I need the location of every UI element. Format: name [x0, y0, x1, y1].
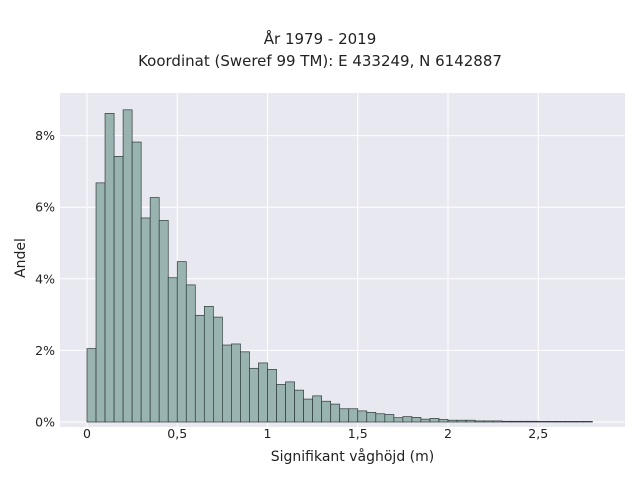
y-tick-label: 0% [35, 415, 55, 430]
histogram-bar [231, 343, 241, 423]
histogram-bar [95, 182, 106, 423]
histogram-bar [321, 400, 332, 423]
histogram-bar [456, 419, 467, 423]
histogram-bar [213, 316, 223, 423]
histogram-bar [339, 408, 350, 423]
histogram-bar [285, 381, 295, 423]
histogram-bar [429, 418, 440, 423]
histogram-bar [122, 109, 133, 423]
y-axis-ticks: 0% 2% 4% 6% 8% [35, 128, 55, 429]
y-tick-label: 8% [35, 128, 55, 143]
y-axis-label: Andel [13, 238, 29, 278]
histogram-bar [420, 418, 431, 423]
histogram-bar [573, 421, 584, 423]
histogram-bar [312, 395, 323, 423]
histogram-bar [330, 403, 341, 423]
histogram-bar [402, 416, 413, 423]
histogram-bar [474, 420, 485, 423]
histogram-bar [104, 113, 115, 423]
x-tick-label: 2 [444, 426, 452, 441]
histogram-bar [555, 421, 566, 423]
y-tick-label: 4% [35, 271, 55, 286]
histogram-bar [131, 141, 142, 423]
histogram-bar [501, 420, 512, 423]
histogram-bar [86, 348, 97, 423]
histogram-bar [546, 421, 557, 423]
x-tick-label: 2,5 [528, 426, 548, 441]
histogram-bar [158, 220, 169, 423]
y-tick-label: 6% [35, 200, 55, 215]
histogram-bar [411, 417, 422, 423]
histogram-bar [303, 398, 313, 423]
histogram-bar [222, 344, 232, 423]
histogram-bar [357, 410, 368, 423]
x-tick-label: 0 [83, 426, 91, 441]
histogram-bar [564, 421, 575, 423]
histogram-bar [294, 389, 304, 423]
histogram-bar [203, 306, 214, 423]
histogram-bar [438, 419, 449, 423]
histogram-bar [375, 413, 386, 423]
y-tick-label: 2% [35, 343, 55, 358]
histogram-bar [113, 156, 124, 423]
histogram-bar [510, 420, 521, 423]
histogram-bar [240, 351, 250, 423]
histogram-bar [483, 420, 494, 423]
histogram-bar [393, 417, 404, 423]
histogram-bar [384, 414, 395, 423]
histogram-bar [176, 261, 187, 423]
chart-subtitle: Koordinat (Sweref 99 TM): E 433249, N 61… [138, 52, 502, 70]
histogram-bar [276, 384, 286, 423]
histogram-bar [258, 362, 268, 423]
x-axis-label: Signifikant våghöjd (m) [271, 448, 434, 465]
histogram-bar [140, 217, 151, 423]
histogram-bar [465, 419, 476, 423]
histogram-bar [519, 420, 530, 423]
x-tick-label: 1 [264, 426, 272, 441]
x-tick-label: 0,5 [167, 426, 187, 441]
chart-title: År 1979 - 2019 [263, 30, 377, 48]
x-tick-label: 1,5 [348, 426, 368, 441]
histogram-bar [149, 197, 160, 423]
histogram-bar [348, 408, 359, 423]
histogram-bar [366, 411, 377, 423]
histogram-bar [492, 420, 503, 423]
histogram-bar [447, 419, 458, 423]
histogram-bar [537, 421, 548, 423]
x-axis-ticks: 0 0,5 1 1,5 2 2,5 [83, 426, 548, 441]
chart-title-block: År 1979 - 2019 Koordinat (Sweref 99 TM):… [0, 28, 640, 72]
histogram-bar [167, 277, 178, 423]
histogram-bar [249, 367, 259, 423]
histogram-bar [267, 369, 277, 423]
histogram-bar [528, 420, 539, 423]
histogram-bar [583, 421, 593, 423]
bars [86, 109, 593, 423]
histogram-bar [194, 314, 205, 423]
histogram-bar [185, 284, 196, 423]
